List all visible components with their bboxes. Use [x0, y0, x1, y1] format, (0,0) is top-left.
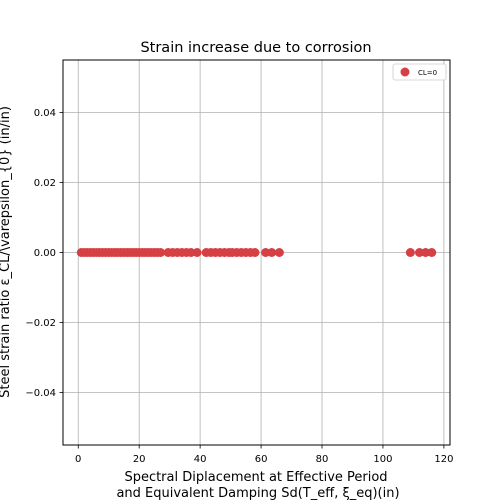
data-point — [405, 248, 415, 257]
data-point — [274, 248, 284, 257]
y-tick-label: −0.04 — [25, 388, 56, 399]
x-tick-label: 80 — [316, 454, 329, 465]
data-point — [427, 248, 437, 257]
y-axis-label: Steel strain ratio ε_CL/\varepsilon_{0} … — [0, 106, 13, 398]
data-points — [76, 248, 437, 257]
y-tick-label: −0.02 — [25, 318, 56, 329]
axis-ticks: 0 20 40 60 80 100 120 −0.04 −0.02 0.00 0.02 0.04 — [25, 108, 453, 465]
x-axis-label-line2: and Equivalent Damping Sd(T_eff, ξ_eq)(i… — [116, 486, 399, 500]
y-tick-label: 0.04 — [34, 108, 56, 119]
x-tick-label: 40 — [194, 454, 207, 465]
data-point — [250, 248, 260, 257]
legend-marker — [400, 67, 410, 77]
data-point — [156, 248, 166, 257]
y-tick-label: 0.00 — [34, 248, 56, 259]
x-tick-label: 100 — [373, 454, 392, 465]
x-axis-label-line1: Spectral Diplacement at Effective Period — [124, 470, 387, 485]
x-tick-label: 0 — [75, 454, 81, 465]
y-tick-label: 0.02 — [34, 178, 56, 189]
x-tick-label: 60 — [255, 454, 268, 465]
legend: CL=0 — [392, 63, 447, 81]
data-point — [267, 248, 277, 257]
x-tick-label: 20 — [133, 454, 146, 465]
data-point — [192, 248, 202, 257]
legend-label: CL=0 — [418, 69, 437, 77]
chart-title: Strain increase due to corrosion — [140, 40, 371, 56]
x-tick-label: 120 — [434, 454, 453, 465]
